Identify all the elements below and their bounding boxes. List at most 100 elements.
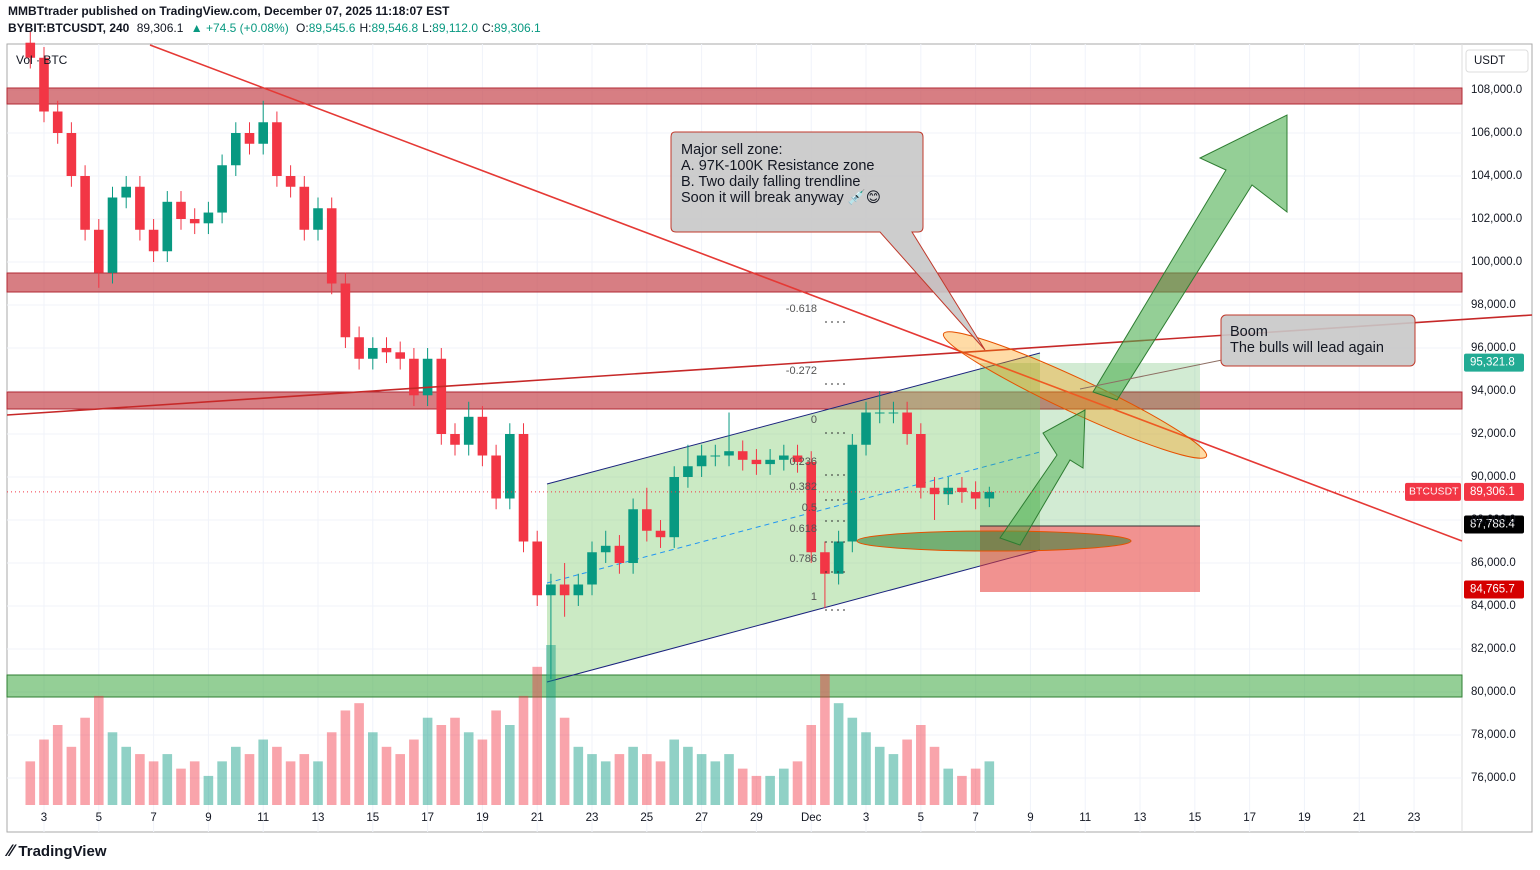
candle-body: [710, 455, 721, 457]
candle-body: [381, 348, 392, 353]
volume-bar: [984, 761, 995, 805]
volume-bar: [957, 775, 967, 805]
candle-body: [957, 487, 967, 493]
brand: ⁄⁄ TradingView: [4, 841, 107, 860]
y-tick-label: 96,000.0: [1471, 342, 1516, 354]
volume-bar: [381, 746, 392, 805]
price-label: 89,306.1: [1470, 486, 1515, 498]
candle-body: [66, 133, 77, 177]
volume-bar: [655, 761, 666, 805]
candle-body: [231, 133, 241, 166]
candle-body: [929, 487, 940, 495]
candle-body: [696, 455, 707, 467]
symbol: BYBIT:BTCUSDT, 240: [8, 21, 130, 35]
volume-bar: [189, 761, 200, 805]
candle-body: [724, 451, 734, 456]
x-tick-label: Dec: [801, 812, 822, 824]
volume-bar: [66, 746, 77, 805]
fib-label: -0.618: [786, 303, 817, 315]
candle-body: [176, 201, 186, 220]
fib-label: 1: [811, 591, 817, 603]
candle-body: [559, 584, 570, 596]
y-tick-label: 98,000.0: [1471, 299, 1516, 311]
currency: USDT: [1474, 55, 1505, 67]
frame: [6, 43, 1533, 833]
candle-body: [861, 412, 871, 445]
candle-body: [395, 352, 406, 359]
candle-body: [217, 165, 227, 213]
candle-body: [642, 509, 652, 531]
fib-label: 0.618: [789, 523, 817, 535]
ohlc-value: 89,306.1: [494, 21, 541, 35]
volume-bar: [244, 754, 255, 805]
volume-bar: [422, 717, 433, 805]
candle-body: [148, 229, 159, 252]
candle-body: [600, 545, 611, 553]
price-label-box: [1464, 515, 1524, 534]
zone: [6, 87, 1463, 105]
candle-body: [573, 584, 584, 596]
fib-label: 0: [811, 414, 817, 426]
volume-bar: [25, 761, 36, 805]
volume-bar: [436, 725, 447, 805]
volume-bar: [820, 674, 830, 805]
candle-body: [874, 412, 885, 414]
volume-bar: [833, 703, 844, 805]
x-tick-label: 23: [586, 812, 599, 824]
symbol-line: BYBIT:BTCUSDT, 240 89,306.1 ▲ +74.5 (+0.…: [8, 21, 541, 35]
volume-bar: [258, 739, 268, 805]
x-tick-label: 11: [257, 812, 269, 824]
callout-text: Boom The bulls will lead again: [1230, 324, 1384, 356]
x-tick-label: 19: [476, 812, 489, 824]
volume-bar: [587, 754, 597, 805]
fib: -0.618 -0.272 0 0.236 0.382 0.5 0.618 0.786 1: [786, 303, 845, 611]
price-label-box: [1464, 482, 1524, 501]
candle-body: [244, 133, 255, 144]
y-tick-label: 88,000.0: [1471, 514, 1516, 526]
volume-bar: [52, 725, 63, 805]
ohlc-key: O:: [296, 21, 309, 35]
y-tick-label: 76,000.0: [1471, 772, 1516, 784]
volume-bar: [272, 746, 282, 805]
x-tick-label: 11: [1079, 812, 1091, 824]
candle-body: [368, 348, 378, 359]
candle-body: [669, 477, 680, 538]
price-label: 87,788.4: [1470, 519, 1515, 531]
callout: [1220, 314, 1416, 367]
arrow: [999, 409, 1086, 546]
ohlc-value: 89,545.6: [309, 21, 356, 35]
volume-bar: [505, 725, 515, 805]
volume-bar: [642, 754, 652, 805]
x-tick-label: 3: [863, 812, 869, 824]
volume-bar: [779, 768, 789, 805]
candle-body: [326, 208, 337, 284]
volume-bar: [806, 725, 817, 805]
fib-label: -0.272: [786, 365, 817, 377]
volume-bar: [326, 732, 337, 805]
volume-bar: [135, 754, 145, 805]
ohlc-key: L:: [422, 21, 432, 35]
candle-body: [546, 584, 556, 596]
volume-bar: [162, 754, 173, 805]
volume-bar: [847, 717, 858, 805]
candle-body: [751, 459, 762, 465]
x-tick-label: 5: [96, 812, 102, 824]
callout-line: A. 97K-100K Resistance zone: [681, 158, 874, 174]
volume-bar: [724, 754, 734, 805]
volume-bar: [751, 775, 762, 805]
volume-bar: [340, 710, 351, 805]
publisher: MMBTtrader published on TradingView.com,…: [8, 4, 450, 18]
price-label-box: [1464, 580, 1524, 599]
pointer: [1079, 359, 1223, 390]
y-tick-label: 100,000.0: [1471, 256, 1522, 268]
price-label: 95,321.8: [1470, 357, 1515, 369]
volume-bar: [559, 717, 570, 805]
y-tick-label: 102,000.0: [1471, 213, 1522, 225]
symbol-tag-box: [1405, 482, 1461, 501]
candle-body: [833, 541, 844, 574]
zone: [6, 674, 1463, 698]
candle-body: [409, 358, 419, 396]
y-tick-label: 84,000.0: [1471, 600, 1516, 612]
x-tick-label: 25: [640, 812, 653, 824]
